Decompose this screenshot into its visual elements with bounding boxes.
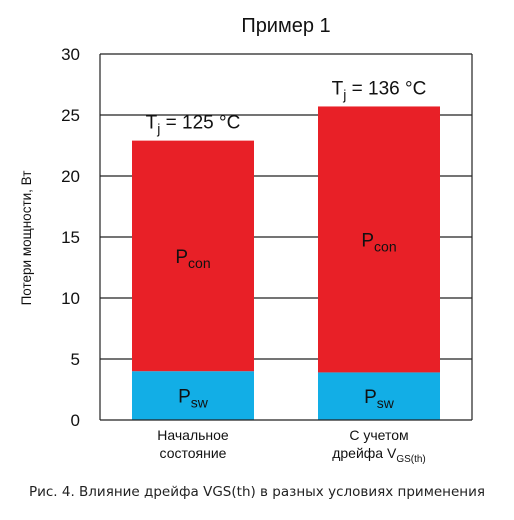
- axis-layer: 0 5 10 15 20 25 30 Начальное состояние С учетом др…: [61, 45, 473, 465]
- bar-annotation: Tj = 136 °C: [332, 78, 427, 102]
- chart-svg: Пример 1 Psw Pcon Tj = 125 °C Psw Pcon Tj = 1…: [19, 15, 473, 465]
- y-tick-label: 30: [61, 45, 80, 64]
- y-tick-label: 25: [61, 106, 80, 125]
- chart-title: Пример 1: [241, 15, 330, 37]
- segment-label-con: Pcon: [175, 247, 210, 271]
- segment-label-sw: Psw: [364, 387, 395, 411]
- y-tick-label: 15: [61, 228, 80, 247]
- x-category-label: Начальное: [157, 427, 229, 443]
- y-tick-label: 0: [71, 411, 80, 430]
- x-category-label: дрейфа VGS(th): [332, 445, 426, 465]
- x-category-label: С учетом: [349, 427, 408, 443]
- segment-label-con: Pcon: [361, 230, 396, 254]
- bar-sw: [132, 371, 254, 420]
- bar-con: [318, 106, 440, 373]
- y-tick-label: 10: [61, 289, 80, 308]
- x-category-label: состояние: [160, 445, 227, 461]
- figure-caption: Рис. 4. Влияние дрейфа VGS(th) в разных …: [28, 484, 486, 500]
- bar-annotation: Tj = 125 °C: [146, 113, 241, 137]
- y-tick-label: 20: [61, 167, 80, 186]
- bar-sw: [318, 372, 440, 420]
- bar-con: [132, 140, 254, 372]
- y-tick-label: 5: [71, 350, 80, 369]
- bars-layer: Psw Pcon Tj = 125 °C Psw Pcon Tj = 136 °C: [132, 78, 440, 420]
- y-axis-label: Потери мощности, Вт: [19, 171, 34, 306]
- segment-label-sw: Psw: [178, 387, 209, 411]
